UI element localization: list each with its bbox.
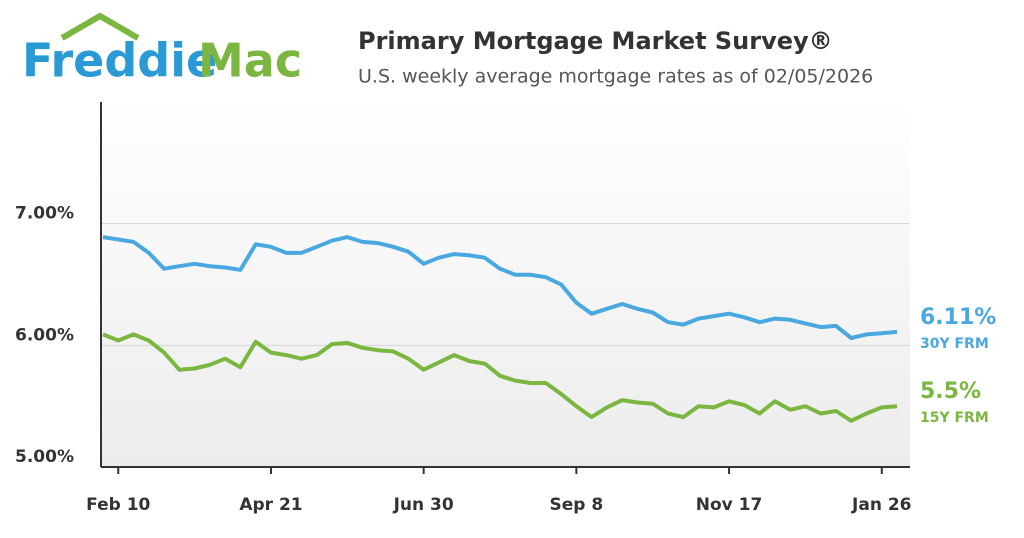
logo-roof	[60, 12, 140, 41]
x-tick-label: Jun 30	[393, 495, 454, 515]
y-tick-label: 6.00%	[15, 325, 74, 345]
x-tick-label: Nov 17	[696, 495, 763, 515]
series-line	[102, 235, 898, 340]
x-tick-label: Apr 21	[239, 495, 302, 515]
logo-second: Mac	[198, 34, 302, 88]
y-tick-label: 7.00%	[15, 204, 74, 224]
series-line	[102, 332, 898, 423]
end-value-label: 6.11%	[920, 305, 996, 330]
chart-title: Primary Mortgage Market Survey®	[358, 27, 833, 55]
plot-area	[101, 102, 910, 467]
x-tick-label: Jan 26	[851, 495, 911, 515]
legend-label: 15Y FRM	[920, 410, 989, 426]
x-tick-label: Feb 10	[86, 495, 150, 515]
legend-label: 30Y FRM	[920, 336, 989, 352]
end-value-label: 5.5%	[920, 379, 981, 404]
logo-first: Freddie	[22, 34, 217, 88]
x-tick-label: Sep 8	[550, 495, 604, 515]
y-tick-label: 5.00%	[15, 447, 74, 467]
chart-subtitle: U.S. weekly average mortgage rates as of…	[358, 66, 873, 88]
